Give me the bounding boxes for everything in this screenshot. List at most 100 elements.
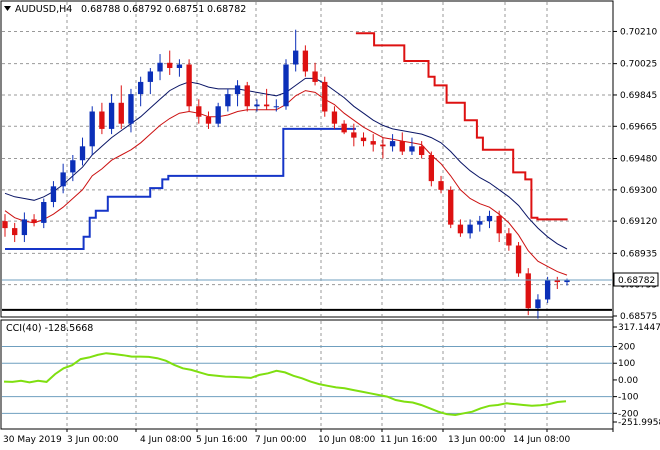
candle-body xyxy=(302,50,309,72)
candle-body xyxy=(370,141,376,145)
x-tick-label: 13 Jun 00:00 xyxy=(448,435,505,445)
candle-body xyxy=(438,181,444,190)
cci-tick-label: 0.00 xyxy=(618,376,638,386)
cci-tick-label: 317.1447 xyxy=(618,323,660,333)
x-tick-label: 5 Jun 16:00 xyxy=(196,435,248,445)
x-tick-label: 7 Jun 00:00 xyxy=(255,435,307,445)
candle-body xyxy=(70,160,76,173)
price-levels xyxy=(2,279,612,311)
x-tick-label: 4 Jun 08:00 xyxy=(140,435,192,445)
trailing-stop-blue xyxy=(5,127,356,250)
y-tick-label: 0.68575 xyxy=(620,312,657,322)
x-tick-label: 30 May 2019 xyxy=(3,435,62,445)
candle-body xyxy=(225,94,231,107)
cci-tick-label: -251.9958 xyxy=(618,418,660,428)
cci-indicator xyxy=(2,346,612,417)
y-tick-label: 0.68935 xyxy=(620,249,657,259)
cci-tick-label: 200 xyxy=(618,343,635,353)
candle-body xyxy=(477,221,483,225)
candle-body xyxy=(341,123,347,133)
cci-tick-label: -200 xyxy=(618,409,639,419)
candle-body xyxy=(157,62,163,72)
candle-body xyxy=(389,141,396,147)
candle-body xyxy=(263,104,270,107)
candle-body xyxy=(2,221,8,229)
candle-body xyxy=(12,228,18,236)
cci-line xyxy=(3,352,567,417)
candle-body xyxy=(535,299,541,309)
candle-body xyxy=(215,106,221,124)
y-tick-label: 0.70025 xyxy=(620,60,657,70)
candle-body xyxy=(186,64,192,107)
candle-body xyxy=(351,132,357,138)
y-tick-label: 0.69120 xyxy=(620,217,657,227)
trailing-stop-lines xyxy=(5,32,568,250)
candle-body xyxy=(254,104,260,107)
candle-body xyxy=(428,155,435,182)
candle-body xyxy=(457,224,464,234)
candle-body xyxy=(167,62,173,68)
candle-body xyxy=(196,106,202,117)
candle-body xyxy=(312,71,318,82)
candle-body xyxy=(273,106,279,108)
y-tick-label: 0.69665 xyxy=(620,122,657,132)
current-price-box xyxy=(613,272,659,287)
candle-body xyxy=(360,137,367,142)
time-axis-ticks: 30 May 2019 3 Jun 00:00 4 Jun 08:00 5 Jun 1… xyxy=(3,429,570,445)
candle-body xyxy=(234,85,241,95)
candle-body xyxy=(41,202,47,223)
cci-axis-ticks: 317.1447 200 100 0.00 -100 -200-251.9958 xyxy=(613,323,660,428)
candle-body xyxy=(496,215,502,234)
x-tick-label: 10 Jun 08:00 xyxy=(318,435,375,445)
high-value: 0.68792 xyxy=(123,4,162,15)
candle-body xyxy=(448,189,454,225)
symbol-label: AUDUSD,H4 xyxy=(15,4,72,15)
cci-pane-frame xyxy=(0,319,614,430)
grid xyxy=(2,2,612,428)
y-tick-label: 0.69480 xyxy=(620,154,657,164)
candle-body xyxy=(544,280,551,300)
candle-body xyxy=(467,224,473,234)
y-tick-label: 0.69300 xyxy=(620,186,657,196)
candle-body xyxy=(380,144,386,147)
candle-body xyxy=(409,146,415,152)
candle-body xyxy=(89,111,95,147)
close-value: 0.68782 xyxy=(207,4,246,15)
candle-body xyxy=(108,102,115,129)
candle-body xyxy=(118,102,124,124)
y-tick-label: 0.70210 xyxy=(620,27,657,37)
candles xyxy=(2,29,570,319)
low-value: 0.68751 xyxy=(165,4,204,15)
candle-body xyxy=(331,111,338,124)
candle-body xyxy=(128,94,134,124)
cci-tick-label: 100 xyxy=(618,359,635,369)
candle-body xyxy=(147,71,154,82)
candle-body xyxy=(137,81,144,95)
x-tick-label: 11 Jun 16:00 xyxy=(380,435,437,445)
candle-body xyxy=(418,146,425,156)
candle-body xyxy=(99,111,105,129)
candle-body xyxy=(322,81,328,112)
candle-body xyxy=(283,64,289,107)
chevron-down-icon[interactable] xyxy=(4,6,11,11)
candle-body xyxy=(205,116,212,124)
candle-body xyxy=(244,85,250,107)
candle-body xyxy=(79,146,86,161)
candle-body xyxy=(564,280,570,283)
cci-title: CCI(40) -128.5668 xyxy=(6,323,93,334)
candle-body xyxy=(486,215,493,222)
y-tick-label: 0.69845 xyxy=(620,91,657,101)
x-tick-label: 3 Jun 00:00 xyxy=(67,435,119,445)
trailing-stop-red xyxy=(355,32,568,221)
open-value: 0.68788 xyxy=(81,4,120,15)
candle-body xyxy=(506,233,512,246)
x-tick-label: 14 Jun 08:00 xyxy=(513,435,570,445)
candle-body xyxy=(50,186,57,203)
cci-tick-label: -100 xyxy=(618,393,639,403)
candle-body xyxy=(525,273,531,309)
candle-body xyxy=(399,141,405,152)
candle-body xyxy=(21,219,28,236)
candle-body xyxy=(60,172,66,187)
candle-body xyxy=(515,245,522,274)
